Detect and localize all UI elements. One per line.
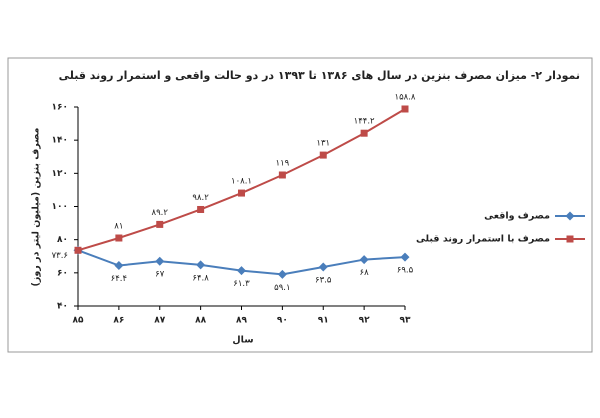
data-point (237, 266, 246, 276)
data-point (155, 256, 165, 266)
data-label: ۶۸ (360, 268, 370, 278)
data-point (156, 220, 164, 228)
legend-label: مصرف با استمرار روند قبلی (416, 234, 550, 245)
y-tick-label: ۱۴۰ (52, 136, 68, 146)
data-label: ۸۱ (114, 222, 123, 232)
x-tick-label: ۸۵ (73, 316, 84, 326)
data-point (115, 234, 123, 242)
data-point (318, 262, 328, 272)
legend-marker (565, 211, 575, 221)
x-tick-label: ۸۶ (113, 316, 124, 326)
data-label: ۵۹.۱ (274, 283, 290, 293)
x-tick-label: ۹۰ (277, 316, 288, 326)
x-tick-label: ۸۷ (154, 316, 165, 326)
data-label: ۶۴.۴ (111, 274, 127, 284)
y-tick-label: ۱۰۰ (52, 202, 68, 212)
data-label: ۸۹.۲ (152, 208, 169, 218)
legend-label: مصرف واقعی (484, 211, 550, 222)
data-point (277, 269, 287, 279)
data-label: ۷۳.۶ (52, 251, 68, 261)
x-axis-title: سال (232, 335, 253, 346)
data-point (359, 255, 369, 265)
x-tick-label: ۹۳ (400, 316, 411, 326)
y-tick-label: ۴۰ (57, 302, 68, 312)
data-label: ۱۳۱ (316, 139, 330, 149)
data-point (238, 189, 245, 197)
data-point (400, 252, 410, 262)
y-tick-label: ۱۶۰ (52, 103, 68, 113)
x-tick-label: ۹۱ (318, 316, 329, 326)
data-point (196, 260, 206, 270)
data-label: ۱۱۹ (276, 158, 290, 168)
data-label: ۱۵۸.۸ (395, 92, 416, 102)
chart-title: نمودار ۲- میزان مصرف بنزین در سال های ۱۳… (59, 69, 580, 82)
data-label: ۶۷ (155, 270, 165, 280)
x-tick-label: ۹۲ (359, 316, 370, 326)
y-axis-title: مصرف بنزین (میلیون لیتر در روز) (31, 127, 42, 286)
data-point (197, 205, 205, 213)
data-point (74, 246, 82, 254)
data-label: ۶۳.۵ (315, 276, 332, 286)
y-tick-label: ۱۲۰ (52, 169, 68, 179)
data-point (278, 171, 286, 179)
x-tick-label: ۸۸ (195, 316, 206, 326)
data-point (360, 129, 368, 137)
data-point (319, 151, 327, 159)
y-tick-label: ۶۰ (57, 268, 68, 278)
data-label: ۶۱.۳ (233, 279, 250, 289)
x-tick-label: ۸۹ (236, 316, 247, 326)
legend-marker (566, 235, 574, 243)
y-tick-label: ۸۰ (57, 235, 68, 245)
data-point (401, 105, 409, 113)
data-label: ۹۸.۲ (192, 193, 209, 203)
data-label: ۱۴۴.۲ (354, 117, 375, 127)
data-label: ۶۴.۸ (192, 273, 209, 283)
chart-frame (7, 57, 593, 353)
data-point (114, 261, 124, 271)
data-label: ۶۹.۵ (397, 266, 414, 276)
data-label: ۱۰۸.۱ (231, 177, 252, 187)
